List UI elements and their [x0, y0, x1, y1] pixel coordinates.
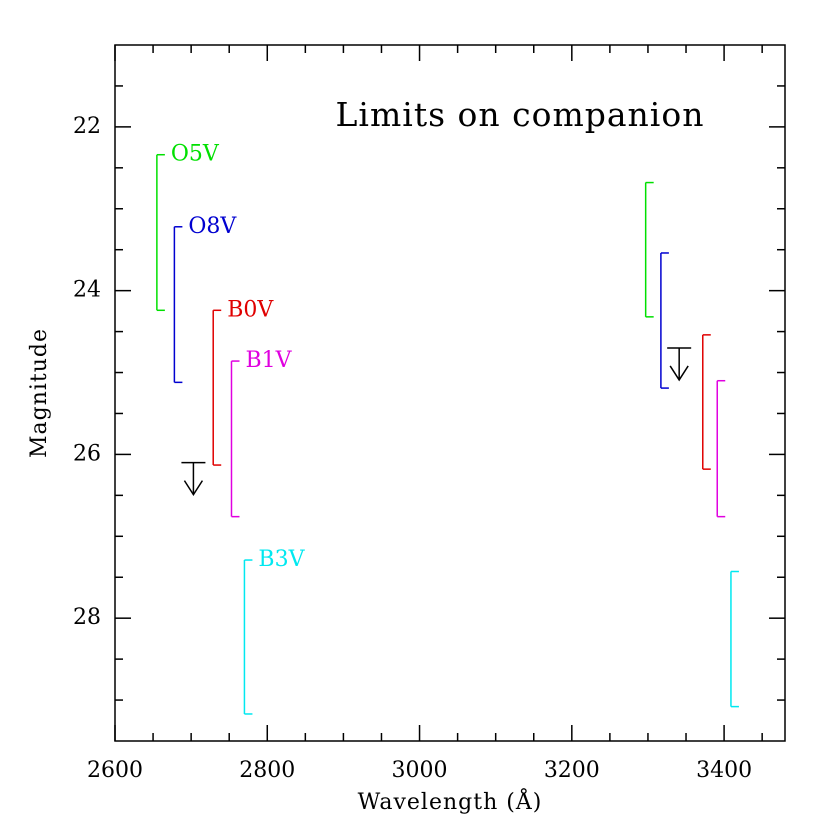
y-tick-label: 22	[73, 114, 101, 139]
x-tick-label: 2600	[87, 758, 143, 783]
upper-limit	[667, 347, 692, 382]
series-label: B1V	[245, 348, 292, 373]
chart-title: Limits on companion	[336, 95, 705, 134]
plot-frame	[114, 44, 786, 742]
y-tick-label: 28	[73, 605, 101, 630]
y-tick-label: 26	[73, 441, 101, 466]
series-label: B0V	[227, 297, 274, 322]
series-label: O5V	[171, 142, 220, 167]
y-axis-label: Magnitude	[27, 328, 52, 458]
x-axis-label: Wavelength (Å)	[358, 787, 543, 815]
x-tick-label: 3200	[544, 758, 600, 783]
series-label: O8V	[188, 214, 237, 239]
x-tick-label: 2800	[239, 758, 295, 783]
y-tick-label: 24	[73, 278, 101, 303]
limit-part	[669, 365, 689, 382]
upper-limit	[181, 461, 206, 496]
x-tick-label: 3400	[696, 758, 752, 783]
limit-part	[183, 480, 204, 496]
series-label: B3V	[258, 547, 305, 572]
x-tick-label: 3000	[392, 758, 448, 783]
